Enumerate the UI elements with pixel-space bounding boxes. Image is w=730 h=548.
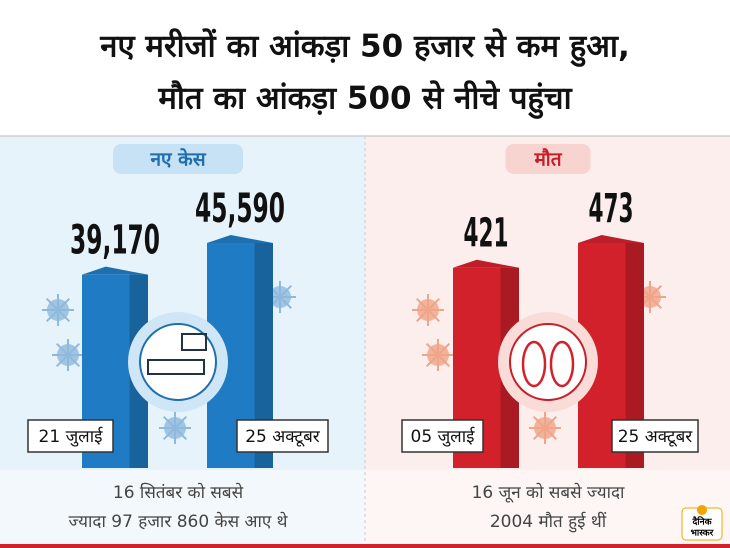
bar-top	[82, 266, 148, 275]
virus	[57, 344, 79, 366]
value-label: 39,170	[70, 218, 160, 264]
icon	[139, 323, 217, 401]
bar-top	[453, 259, 519, 268]
virus	[47, 299, 69, 321]
category-label: 25 अक्टूबर	[618, 427, 694, 447]
chart-title: नए केस	[149, 148, 206, 171]
logo-text: दैनिक	[691, 516, 712, 528]
note: ज्यादा 97 हजार 860 केस आए थे	[68, 511, 288, 532]
right-footer	[365, 470, 730, 544]
icon-monitor	[181, 333, 207, 351]
value-label: 45,590	[195, 186, 285, 232]
value-label: 421	[464, 211, 509, 257]
category-box	[401, 419, 484, 453]
icon-bed	[147, 359, 205, 375]
icon-foot	[521, 340, 547, 388]
note: 16 जून को सबसे ज्यादा	[472, 482, 625, 503]
category-label: 21 जुलाई	[39, 426, 104, 447]
virus	[427, 344, 449, 366]
icon	[509, 323, 587, 401]
bar-shade	[254, 243, 273, 468]
value-label: 473	[589, 186, 634, 232]
category-label: 05 जुलाई	[411, 426, 476, 447]
virus	[639, 286, 661, 308]
logo-text: भास्कर	[691, 529, 714, 539]
virus	[417, 299, 439, 321]
left-footer	[0, 470, 365, 544]
bar-top	[207, 235, 273, 243]
title: नए मरीजों का आंकड़ा 50 हजार से कम हुआ,	[99, 28, 629, 68]
logo: दैनिक भास्कर	[681, 505, 723, 541]
category-box	[27, 419, 114, 453]
title-pill	[113, 144, 243, 174]
chart-title: मौत	[533, 148, 562, 171]
title-pill	[505, 144, 591, 174]
icon-foot	[549, 340, 575, 388]
category-label: 25 अक्टूबर	[245, 427, 321, 447]
virus	[534, 417, 556, 439]
logo-sun	[697, 505, 707, 515]
note: 2004 मौत हुई थीं	[490, 511, 607, 533]
note: 16 सितंबर को सबसे	[113, 482, 244, 503]
bar-shade	[625, 243, 644, 468]
virus	[269, 286, 291, 308]
category-box	[236, 419, 329, 453]
bottom-bar	[0, 544, 730, 548]
title: मौत का आंकड़ा 500 से नीचे पहुंचा	[157, 80, 572, 120]
virus	[164, 417, 186, 439]
bar-top	[578, 235, 644, 243]
category-box	[611, 419, 699, 453]
